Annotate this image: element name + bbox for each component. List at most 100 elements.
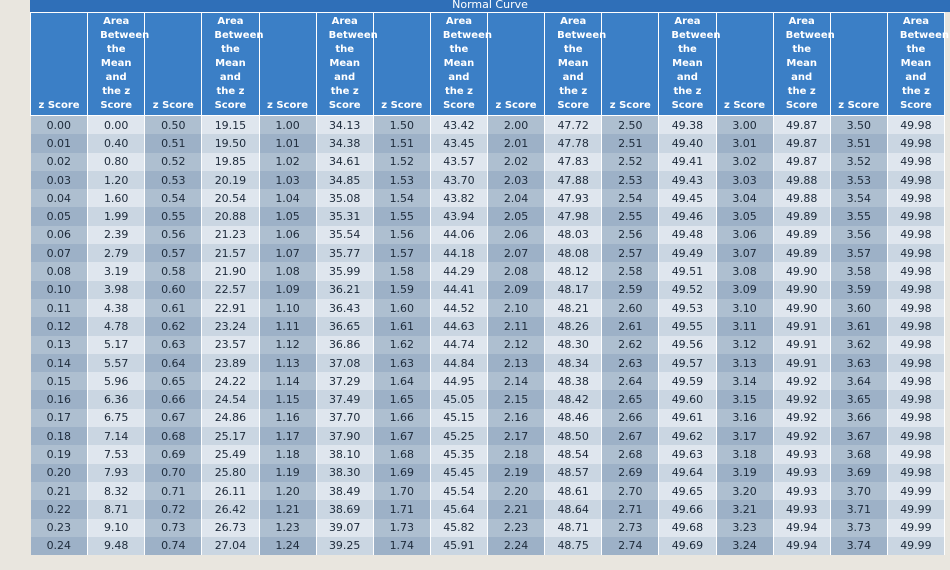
z-score-cell: 0.23 bbox=[30, 518, 89, 537]
area-cell: 49.98 bbox=[887, 317, 946, 336]
area-cell: 34.13 bbox=[316, 115, 374, 135]
area-cell: 49.91 bbox=[773, 317, 831, 336]
area-cell: 47.83 bbox=[544, 152, 603, 171]
z-score-cell: 0.52 bbox=[144, 152, 203, 171]
area-cell: 45.82 bbox=[430, 518, 489, 537]
z-score-cell: 0.22 bbox=[30, 500, 89, 519]
table-row: 0.10 3.98 0.60 22.57 1.09 36.21 1.59 44.41 2.09 4… bbox=[30, 280, 946, 299]
area-cell: 49.91 bbox=[773, 353, 831, 373]
area-cell: 22.91 bbox=[201, 298, 260, 318]
z-score-cell: 3.03 bbox=[716, 170, 774, 190]
table-body: 0.00 0.00 0.50 19.15 1.00 34.13 1.50 43.42 2.00 4… bbox=[30, 115, 946, 556]
area-cell: 49.43 bbox=[658, 170, 717, 190]
z-score-header: z Score bbox=[258, 12, 317, 116]
z-score-cell: 2.69 bbox=[601, 463, 660, 482]
z-score-cell: 3.07 bbox=[716, 244, 774, 263]
z-score-cell: 0.58 bbox=[144, 262, 203, 281]
area-cell: 49.98 bbox=[887, 189, 946, 208]
z-score-cell: 2.05 bbox=[487, 207, 546, 226]
z-score-cell: 1.05 bbox=[259, 207, 317, 226]
z-score-cell: 0.13 bbox=[30, 335, 89, 354]
area-header: Area Between the Mean and the z Score bbox=[658, 12, 720, 116]
z-score-header: z Score bbox=[601, 12, 660, 116]
z-score-cell: 2.08 bbox=[487, 262, 546, 281]
area-cell: 49.98 bbox=[887, 408, 946, 428]
area-cell: 49.98 bbox=[887, 207, 946, 226]
table-row: 0.01 0.40 0.51 19.50 1.01 34.38 1.51 43.45 2.01 4… bbox=[30, 134, 946, 153]
area-cell: 47.78 bbox=[544, 134, 603, 153]
z-score-cell: 3.24 bbox=[716, 536, 774, 556]
z-score-cell: 2.66 bbox=[601, 408, 660, 428]
z-score-cell: 1.68 bbox=[373, 445, 431, 464]
area-cell: 43.57 bbox=[430, 152, 489, 171]
z-score-cell: 1.04 bbox=[259, 189, 317, 208]
z-score-cell: 2.13 bbox=[487, 353, 546, 373]
area-cell: 49.93 bbox=[773, 500, 831, 519]
area-cell: 35.08 bbox=[316, 189, 374, 208]
area-cell: 49.91 bbox=[773, 335, 831, 354]
area-cell: 49.65 bbox=[658, 481, 717, 501]
area-cell: 47.93 bbox=[544, 189, 603, 208]
z-score-cell: 2.64 bbox=[601, 372, 660, 391]
z-score-cell: 3.19 bbox=[716, 463, 774, 482]
area-cell: 48.03 bbox=[544, 225, 603, 245]
area-cell: 39.25 bbox=[316, 536, 374, 556]
z-score-cell: 3.73 bbox=[830, 518, 888, 537]
area-cell: 49.98 bbox=[887, 280, 946, 299]
area-header: Area Between the Mean and the z Score bbox=[886, 12, 949, 116]
area-cell: 37.08 bbox=[316, 353, 374, 373]
table-row: 0.11 4.38 0.61 22.91 1.10 36.43 1.60 44.52 2.10 4… bbox=[30, 298, 946, 318]
area-cell: 36.65 bbox=[316, 317, 374, 336]
z-score-cell: 3.53 bbox=[830, 170, 888, 190]
area-cell: 8.32 bbox=[87, 481, 146, 501]
z-score-cell: 3.00 bbox=[716, 115, 774, 135]
area-cell: 9.48 bbox=[87, 536, 146, 556]
z-score-cell: 2.03 bbox=[487, 170, 546, 190]
z-score-cell: 0.03 bbox=[30, 170, 89, 190]
z-score-cell: 1.06 bbox=[259, 225, 317, 245]
area-cell: 38.49 bbox=[316, 481, 374, 501]
z-score-cell: 0.14 bbox=[30, 353, 89, 373]
z-score-cell: 0.15 bbox=[30, 372, 89, 391]
z-score-cell: 2.24 bbox=[487, 536, 546, 556]
z-score-cell: 2.52 bbox=[601, 152, 660, 171]
z-score-cell: 0.24 bbox=[30, 536, 89, 556]
area-cell: 43.94 bbox=[430, 207, 489, 226]
z-score-cell: 3.57 bbox=[830, 244, 888, 263]
area-cell: 45.91 bbox=[430, 536, 489, 556]
z-score-cell: 0.71 bbox=[144, 481, 203, 501]
z-score-cell: 2.19 bbox=[487, 463, 546, 482]
z-score-cell: 0.21 bbox=[30, 481, 89, 501]
area-cell: 49.57 bbox=[658, 353, 717, 373]
area-cell: 37.90 bbox=[316, 427, 374, 446]
area-cell: 45.25 bbox=[430, 427, 489, 446]
z-score-cell: 1.01 bbox=[259, 134, 317, 153]
table-row: 0.02 0.80 0.52 19.85 1.02 34.61 1.52 43.57 2.02 4… bbox=[30, 152, 946, 171]
z-score-cell: 3.63 bbox=[830, 353, 888, 373]
area-cell: 43.45 bbox=[430, 134, 489, 153]
z-score-cell: 3.04 bbox=[716, 189, 774, 208]
table-row: 0.16 6.36 0.66 24.54 1.15 37.49 1.65 45.05 2.15 4… bbox=[30, 390, 946, 409]
table-row: 0.06 2.39 0.56 21.23 1.06 35.54 1.56 44.06 2.06 4… bbox=[30, 225, 946, 245]
area-cell: 48.54 bbox=[544, 445, 603, 464]
z-score-cell: 0.55 bbox=[144, 207, 203, 226]
table-row: 0.20 7.93 0.70 25.80 1.19 38.30 1.69 45.45 2.19 4… bbox=[30, 463, 946, 482]
area-cell: 45.15 bbox=[430, 408, 489, 428]
z-score-cell: 1.10 bbox=[259, 298, 317, 318]
z-score-cell: 1.51 bbox=[373, 134, 431, 153]
area-cell: 49.89 bbox=[773, 225, 831, 245]
z-score-cell: 2.09 bbox=[487, 280, 546, 299]
area-cell: 49.98 bbox=[887, 262, 946, 281]
z-score-cell: 1.71 bbox=[373, 500, 431, 519]
z-score-cell: 2.51 bbox=[601, 134, 660, 153]
area-cell: 49.69 bbox=[658, 536, 717, 556]
z-score-cell: 0.70 bbox=[144, 463, 203, 482]
z-score-cell: 2.56 bbox=[601, 225, 660, 245]
z-score-cell: 2.74 bbox=[601, 536, 660, 556]
z-score-cell: 3.17 bbox=[716, 427, 774, 446]
area-cell: 49.98 bbox=[887, 353, 946, 373]
area-cell: 48.21 bbox=[544, 298, 603, 318]
area-cell: 49.89 bbox=[773, 244, 831, 263]
z-score-cell: 2.67 bbox=[601, 427, 660, 446]
area-cell: 20.19 bbox=[201, 170, 260, 190]
